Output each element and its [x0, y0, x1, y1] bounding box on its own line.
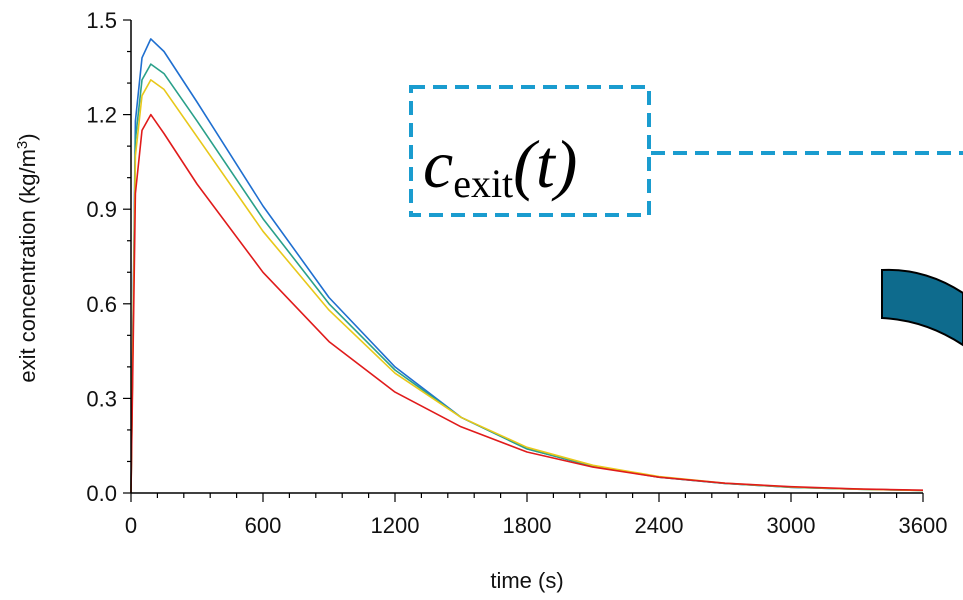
series-line-1	[130, 38, 924, 494]
y-tick-label: 0.6	[86, 292, 117, 317]
x-tick-label: 0	[125, 513, 137, 538]
y-tick-label: 0.9	[86, 197, 117, 222]
x-tick-label: 600	[245, 513, 282, 538]
annotation-formula: cexit(t)	[423, 126, 577, 206]
y-tick-label: 0.3	[86, 386, 117, 411]
axes: 0.0 0.3 0.6 0.9 1.2 1.5 0 600 1200 1800 2400 3000 36…	[86, 8, 947, 538]
x-tick-label: 1200	[371, 513, 420, 538]
y-tick-label: 0.0	[86, 481, 117, 506]
y-tick-label: 1.5	[86, 8, 117, 33]
x-tick-label: 1800	[503, 513, 552, 538]
series-layer	[130, 38, 924, 494]
y-tick-label: 1.2	[86, 103, 117, 128]
arc-shape	[881, 268, 963, 347]
series-line-4	[130, 113, 924, 494]
annotation-box: cexit(t)	[409, 85, 963, 217]
x-tick-label: 2400	[635, 513, 684, 538]
x-tick-label: 3000	[767, 513, 816, 538]
x-tick-label: 3600	[899, 513, 948, 538]
x-axis-label: time (s)	[490, 568, 563, 593]
y-axis-label: exit concentration (kg/m3)	[14, 133, 40, 382]
